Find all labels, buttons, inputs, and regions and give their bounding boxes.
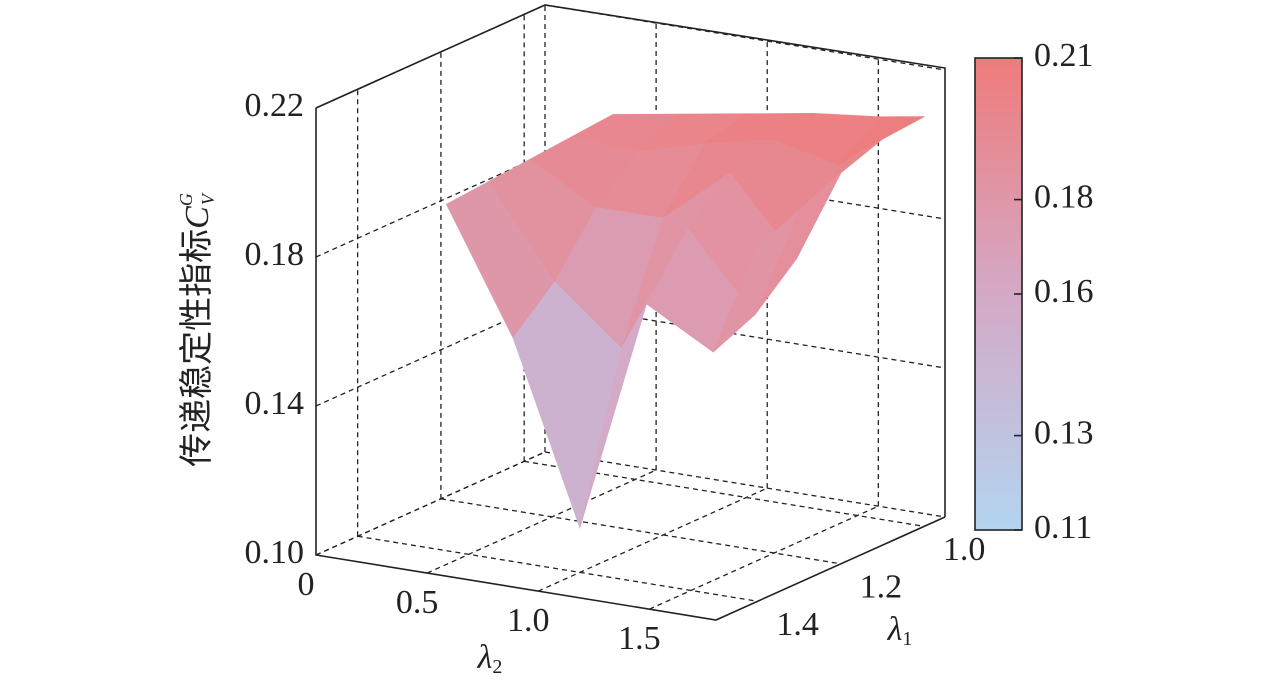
y-tick-label: 1.2 bbox=[860, 569, 903, 606]
surface-patch bbox=[712, 209, 800, 353]
z-axis-label-text: 传递稳定性指标 bbox=[178, 229, 216, 467]
grid-line bbox=[315, 153, 546, 258]
grid-line bbox=[544, 4, 946, 71]
axis-box bbox=[315, 108, 946, 621]
colorbar-tick-label: 0.11 bbox=[1034, 509, 1092, 546]
y-axis-label: λ1 bbox=[887, 611, 913, 650]
colorbar-tick-label: 0.18 bbox=[1034, 178, 1094, 215]
x-tick-label: 0 bbox=[298, 566, 315, 603]
z-axis-label: 传递稳定性指标CG V bbox=[176, 192, 218, 467]
x-axis-label: λ2 bbox=[477, 639, 503, 678]
z-tick-label: 0.22 bbox=[245, 87, 305, 124]
x-axis-label-symbol: λ bbox=[477, 639, 493, 676]
grid-line bbox=[440, 498, 842, 565]
z-tick-label: 0.10 bbox=[245, 534, 305, 571]
x-tick-label: 1.5 bbox=[618, 620, 661, 657]
grid-line bbox=[544, 451, 946, 518]
colorbar-tick-label: 0.13 bbox=[1034, 414, 1094, 451]
colorbar-tick-label: 0.21 bbox=[1034, 37, 1094, 74]
grid-line bbox=[426, 469, 657, 574]
z-tick-label: 0.14 bbox=[245, 385, 305, 422]
y-tick-label: 1.0 bbox=[943, 531, 986, 568]
y-axis-label-symbol: λ bbox=[887, 611, 903, 648]
axis-box bbox=[315, 4, 946, 517]
z-axis-label-sup: G bbox=[176, 193, 196, 206]
grid-line bbox=[649, 505, 879, 610]
z-tick-label: 0.18 bbox=[245, 236, 305, 273]
z-axis-label-symbol: C bbox=[179, 206, 216, 229]
colorbar-tick-label: 0.16 bbox=[1034, 273, 1094, 310]
x-tick-label: 1.0 bbox=[507, 602, 550, 639]
y-tick-label: 1.4 bbox=[776, 606, 819, 643]
z-axis-label-sub: V bbox=[198, 192, 218, 205]
y-axis-label-sub: 1 bbox=[902, 628, 912, 650]
x-axis-label-sub: 2 bbox=[492, 656, 502, 678]
grid-line bbox=[315, 4, 546, 109]
grid-line bbox=[315, 451, 546, 556]
x-tick-label: 0.5 bbox=[396, 584, 439, 621]
grid-line bbox=[537, 487, 768, 592]
grid-line bbox=[357, 535, 758, 602]
